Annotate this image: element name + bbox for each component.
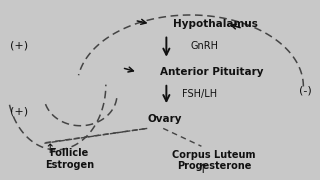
Text: ↑: ↑ [45, 143, 55, 156]
Text: Corpus Luteum
Progesterone: Corpus Luteum Progesterone [172, 150, 256, 171]
Text: (+): (+) [10, 40, 28, 50]
Text: Hypothalamus: Hypothalamus [173, 19, 258, 29]
Text: Anterior Pituitary: Anterior Pituitary [160, 67, 263, 77]
Text: FSH/LH: FSH/LH [182, 89, 217, 100]
Text: Ovary: Ovary [147, 114, 182, 124]
Text: (+): (+) [10, 106, 28, 116]
Text: ↑: ↑ [198, 163, 208, 176]
Text: GnRH: GnRH [190, 41, 218, 51]
Text: Follicle
Estrogen: Follicle Estrogen [44, 148, 94, 170]
Text: (-): (-) [299, 85, 311, 95]
